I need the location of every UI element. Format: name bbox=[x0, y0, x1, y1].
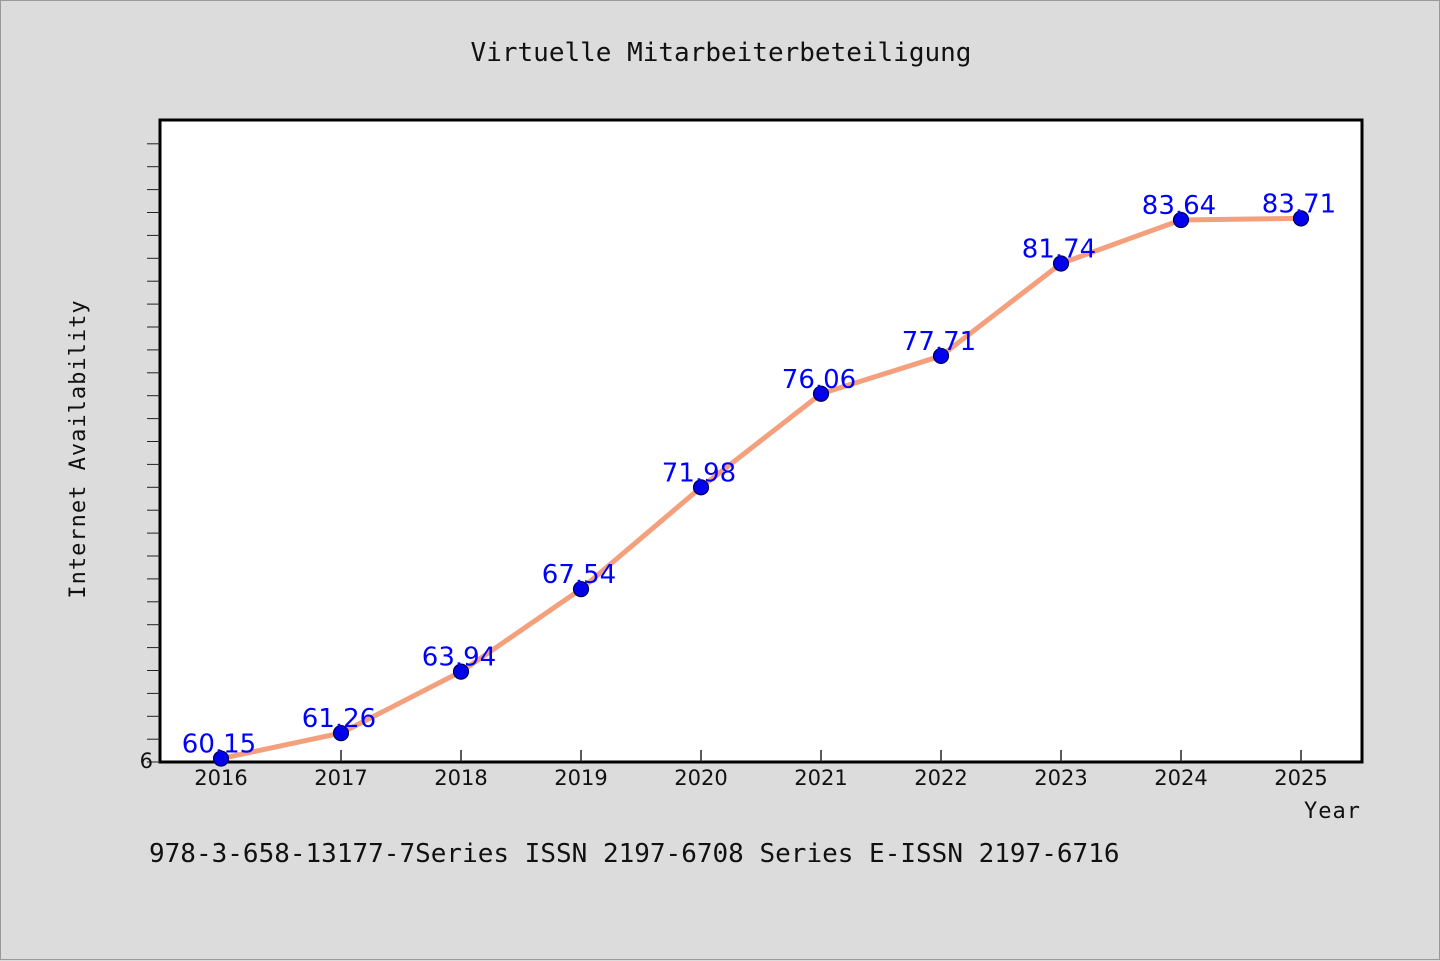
series-line bbox=[218, 215, 1304, 762]
x-tick-label: 2017 bbox=[314, 766, 367, 790]
data-point bbox=[812, 385, 830, 402]
footnote: 978-3-658-13177-7Series ISSN 2197-6708 S… bbox=[149, 839, 1120, 869]
data-label: 76.06 bbox=[782, 365, 856, 395]
x-tick-label: 2019 bbox=[554, 766, 607, 790]
data-label: 81.74 bbox=[1022, 235, 1096, 265]
y-axis-label: Internet Availability bbox=[66, 299, 91, 598]
x-tick-label: 2018 bbox=[434, 766, 487, 790]
data-point bbox=[212, 750, 230, 767]
x-tick-label: 2020 bbox=[674, 766, 727, 790]
x-tick-label: 2022 bbox=[914, 766, 967, 790]
data-label: 83.71 bbox=[1262, 189, 1336, 219]
data-label: 61.26 bbox=[302, 704, 376, 734]
x-axis-ticks: 2016 2017 2018 2019 2020 2021 2022 2023 2024 2025 bbox=[194, 750, 1328, 790]
data-point bbox=[1292, 210, 1310, 227]
x-tick-label: 2024 bbox=[1154, 766, 1207, 790]
data-point bbox=[452, 663, 470, 680]
chart-title: Virtuelle Mitarbeiterbeteiligung bbox=[471, 38, 972, 68]
data-point bbox=[572, 581, 590, 598]
data-label: 77.71 bbox=[902, 327, 976, 357]
data-label: 60.15 bbox=[182, 730, 256, 760]
data-label: 67.54 bbox=[542, 560, 616, 590]
data-point bbox=[1052, 255, 1070, 272]
data-point bbox=[932, 347, 950, 365]
x-tick-label: 2025 bbox=[1274, 766, 1327, 790]
x-tick-label: 2016 bbox=[194, 766, 247, 790]
series-line-group bbox=[218, 215, 1304, 762]
x-axis-label: Year bbox=[1304, 799, 1361, 824]
data-point bbox=[332, 725, 350, 742]
x-tick-label: 2023 bbox=[1034, 766, 1087, 790]
y-tick-label: 6 bbox=[140, 749, 153, 773]
data-label: 71.98 bbox=[662, 458, 736, 488]
data-label: 63.94 bbox=[422, 643, 496, 673]
data-labels: 60.15 61.26 63.94 67.54 71.98 76.06 77.71 81.74… bbox=[182, 189, 1336, 759]
y-axis-ticks bbox=[147, 143, 160, 763]
data-point bbox=[1172, 211, 1190, 229]
data-point bbox=[692, 479, 710, 496]
data-label: 83.64 bbox=[1142, 191, 1216, 221]
x-tick-label: 2021 bbox=[794, 766, 847, 790]
data-markers bbox=[212, 210, 1310, 767]
